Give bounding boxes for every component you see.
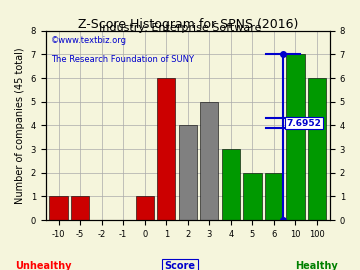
Bar — [265, 173, 283, 220]
Text: Unhealthy: Unhealthy — [15, 261, 71, 270]
Text: Healthy: Healthy — [296, 261, 338, 270]
Bar — [286, 54, 305, 220]
Text: Score: Score — [165, 261, 195, 270]
Bar — [71, 196, 89, 220]
Bar — [308, 78, 326, 220]
Bar — [49, 196, 68, 220]
Text: ©www.textbiz.org: ©www.textbiz.org — [51, 36, 127, 45]
Bar — [200, 102, 219, 220]
Text: 7.6952: 7.6952 — [286, 119, 321, 127]
Bar — [179, 125, 197, 220]
Bar — [157, 78, 175, 220]
Bar — [243, 173, 261, 220]
Text: Industry: Enterprise Software: Industry: Enterprise Software — [99, 23, 261, 33]
Text: The Research Foundation of SUNY: The Research Foundation of SUNY — [51, 55, 194, 64]
Bar — [222, 149, 240, 220]
Title: Z-Score Histogram for SPNS (2016): Z-Score Histogram for SPNS (2016) — [78, 18, 298, 31]
Bar — [136, 196, 154, 220]
Y-axis label: Number of companies (45 total): Number of companies (45 total) — [15, 47, 25, 204]
